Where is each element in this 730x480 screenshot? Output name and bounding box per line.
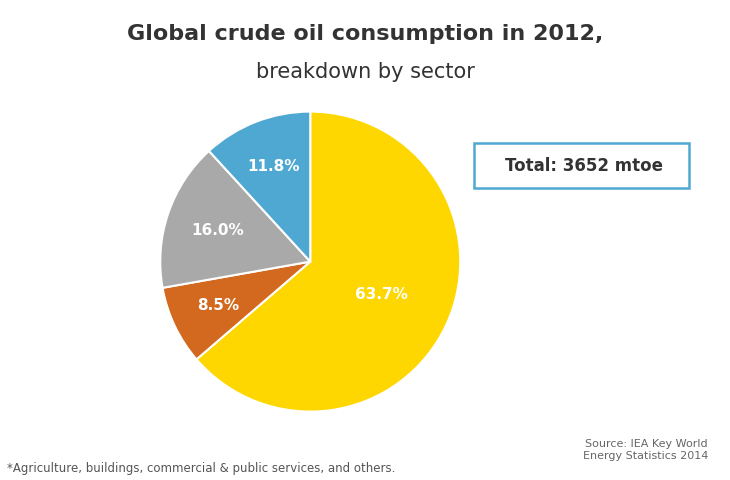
Text: Global crude oil consumption in 2012,: Global crude oil consumption in 2012, bbox=[127, 24, 603, 44]
Text: Source: IEA Key World
Energy Statistics 2014: Source: IEA Key World Energy Statistics … bbox=[583, 439, 708, 461]
Text: 8.5%: 8.5% bbox=[197, 298, 239, 313]
Text: *Agriculture, buildings, commercial & public services, and others.: *Agriculture, buildings, commercial & pu… bbox=[7, 462, 396, 475]
Text: 63.7%: 63.7% bbox=[355, 287, 407, 301]
FancyBboxPatch shape bbox=[474, 143, 689, 188]
Wedge shape bbox=[163, 262, 310, 360]
Wedge shape bbox=[196, 112, 460, 411]
Text: breakdown by sector: breakdown by sector bbox=[255, 62, 474, 83]
Wedge shape bbox=[209, 111, 310, 262]
Wedge shape bbox=[161, 151, 310, 288]
Text: Total: 3652 mtoe: Total: 3652 mtoe bbox=[505, 156, 663, 175]
Text: 16.0%: 16.0% bbox=[191, 223, 245, 238]
Text: 11.8%: 11.8% bbox=[247, 159, 299, 174]
